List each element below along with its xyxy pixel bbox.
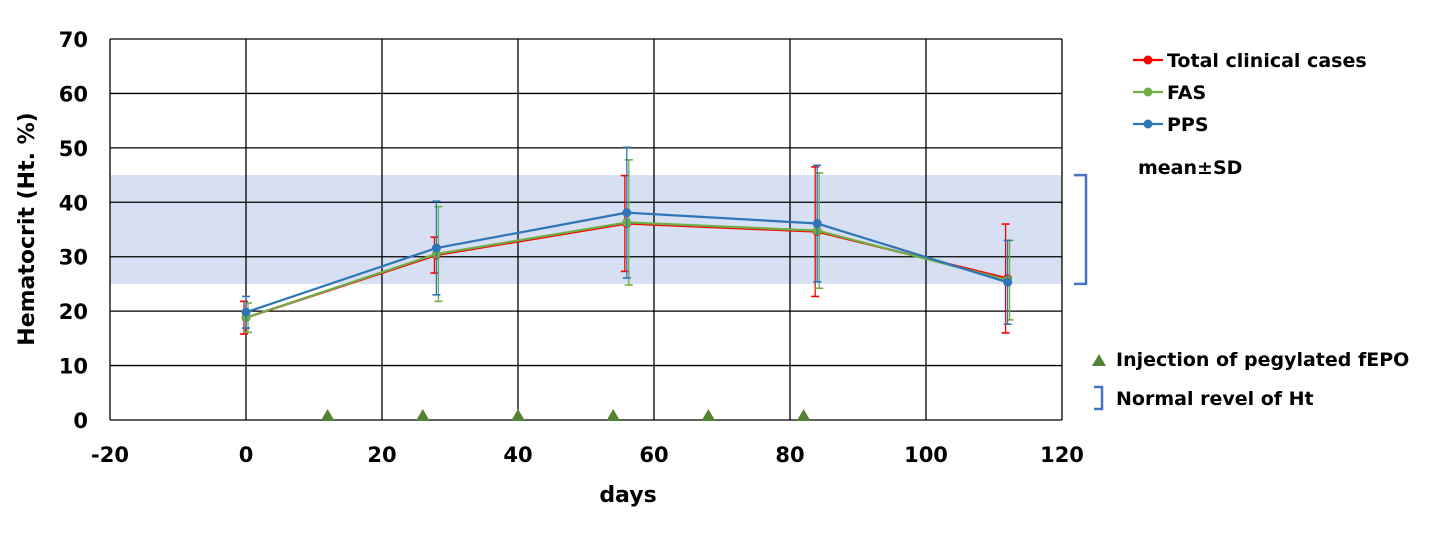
injection-marker-icon <box>606 409 621 421</box>
x-tick-label: 100 <box>904 443 948 467</box>
injection-marker-icon <box>701 409 716 421</box>
injection-marker-icon <box>796 409 811 421</box>
data-point <box>1003 277 1013 287</box>
x-axis-title: days <box>599 483 656 508</box>
y-tick-label: 20 <box>59 300 88 324</box>
injection-marker-icon <box>415 409 430 421</box>
injection-legend-icon <box>1092 354 1106 366</box>
x-tick-label: 0 <box>239 443 254 467</box>
y-tick-label: 60 <box>59 82 88 106</box>
series-2 <box>241 146 1013 329</box>
x-tick-label: 40 <box>503 443 532 467</box>
injection-legend-label: Injection of pegylated fEPO <box>1116 349 1409 371</box>
normal-level-legend-icon <box>1094 385 1104 411</box>
x-tick-label: 120 <box>1040 443 1084 467</box>
legend-label: Total clinical cases <box>1167 50 1367 72</box>
legend-marker <box>1143 55 1153 65</box>
y-tick-label: 40 <box>59 191 88 215</box>
y-tick-label: 70 <box>59 28 88 52</box>
x-tick-label: 20 <box>367 443 396 467</box>
normal-level-legend-label: Normal revel of Ht <box>1116 388 1314 410</box>
injection-marker-icon <box>511 409 525 421</box>
data-point <box>812 219 822 229</box>
legend-label: PPS <box>1167 114 1209 136</box>
data-point <box>431 243 441 253</box>
legend-label: FAS <box>1167 82 1206 104</box>
legend: Total clinical cases FAS PPS mean±SD Injecti… <box>1092 50 1409 411</box>
y-tick-label: 0 <box>73 409 88 433</box>
data-point <box>241 307 251 317</box>
sd-note: mean±SD <box>1138 157 1242 179</box>
y-tick-label: 10 <box>59 355 88 379</box>
legend-marker <box>1143 87 1153 97</box>
legend-marker <box>1143 119 1153 129</box>
y-tick-label: 50 <box>59 137 88 161</box>
injection-marker-layer <box>320 173 1088 421</box>
x-tick-label: 60 <box>639 443 668 467</box>
y-tick-label: 30 <box>59 246 88 270</box>
injection-marker-icon <box>320 409 335 421</box>
x-tick-label: -20 <box>91 443 129 467</box>
normal-range-bracket-icon <box>1074 173 1088 286</box>
x-tick-label: 80 <box>775 443 804 467</box>
data-point <box>622 208 632 218</box>
series-layer <box>240 146 1014 335</box>
y-axis-title: Hematocrit (Ht. %) <box>15 112 40 345</box>
